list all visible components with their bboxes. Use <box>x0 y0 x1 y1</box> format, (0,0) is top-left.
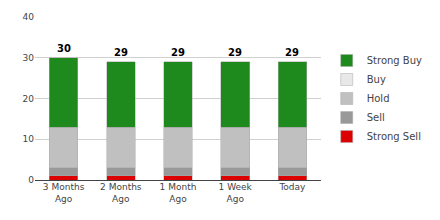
svg-text:29: 29 <box>228 47 242 58</box>
svg-text:2 MonthsAgo: 2 MonthsAgo <box>100 182 142 204</box>
svg-text:3 MonthsAgo: 3 MonthsAgo <box>43 182 85 204</box>
svg-text:29: 29 <box>114 47 128 58</box>
svg-text:40: 40 <box>23 12 35 22</box>
svg-text:Strong Sell: Strong Sell <box>367 131 421 142</box>
svg-text:30: 30 <box>23 53 35 63</box>
svg-text:29: 29 <box>171 47 185 58</box>
svg-text:Today: Today <box>278 182 306 192</box>
svg-text:0: 0 <box>28 175 34 185</box>
svg-text:Hold: Hold <box>367 93 390 104</box>
svg-text:1 MonthAgo: 1 MonthAgo <box>160 182 197 204</box>
svg-text:29: 29 <box>285 47 299 58</box>
svg-text:20: 20 <box>23 94 35 104</box>
svg-text:10: 10 <box>23 134 35 144</box>
svg-text:Strong Buy: Strong Buy <box>367 55 422 66</box>
svg-text:30: 30 <box>57 43 71 54</box>
svg-text:Buy: Buy <box>367 74 386 85</box>
svg-text:1 WeekAgo: 1 WeekAgo <box>219 182 253 204</box>
svg-text:Sell: Sell <box>367 112 385 123</box>
